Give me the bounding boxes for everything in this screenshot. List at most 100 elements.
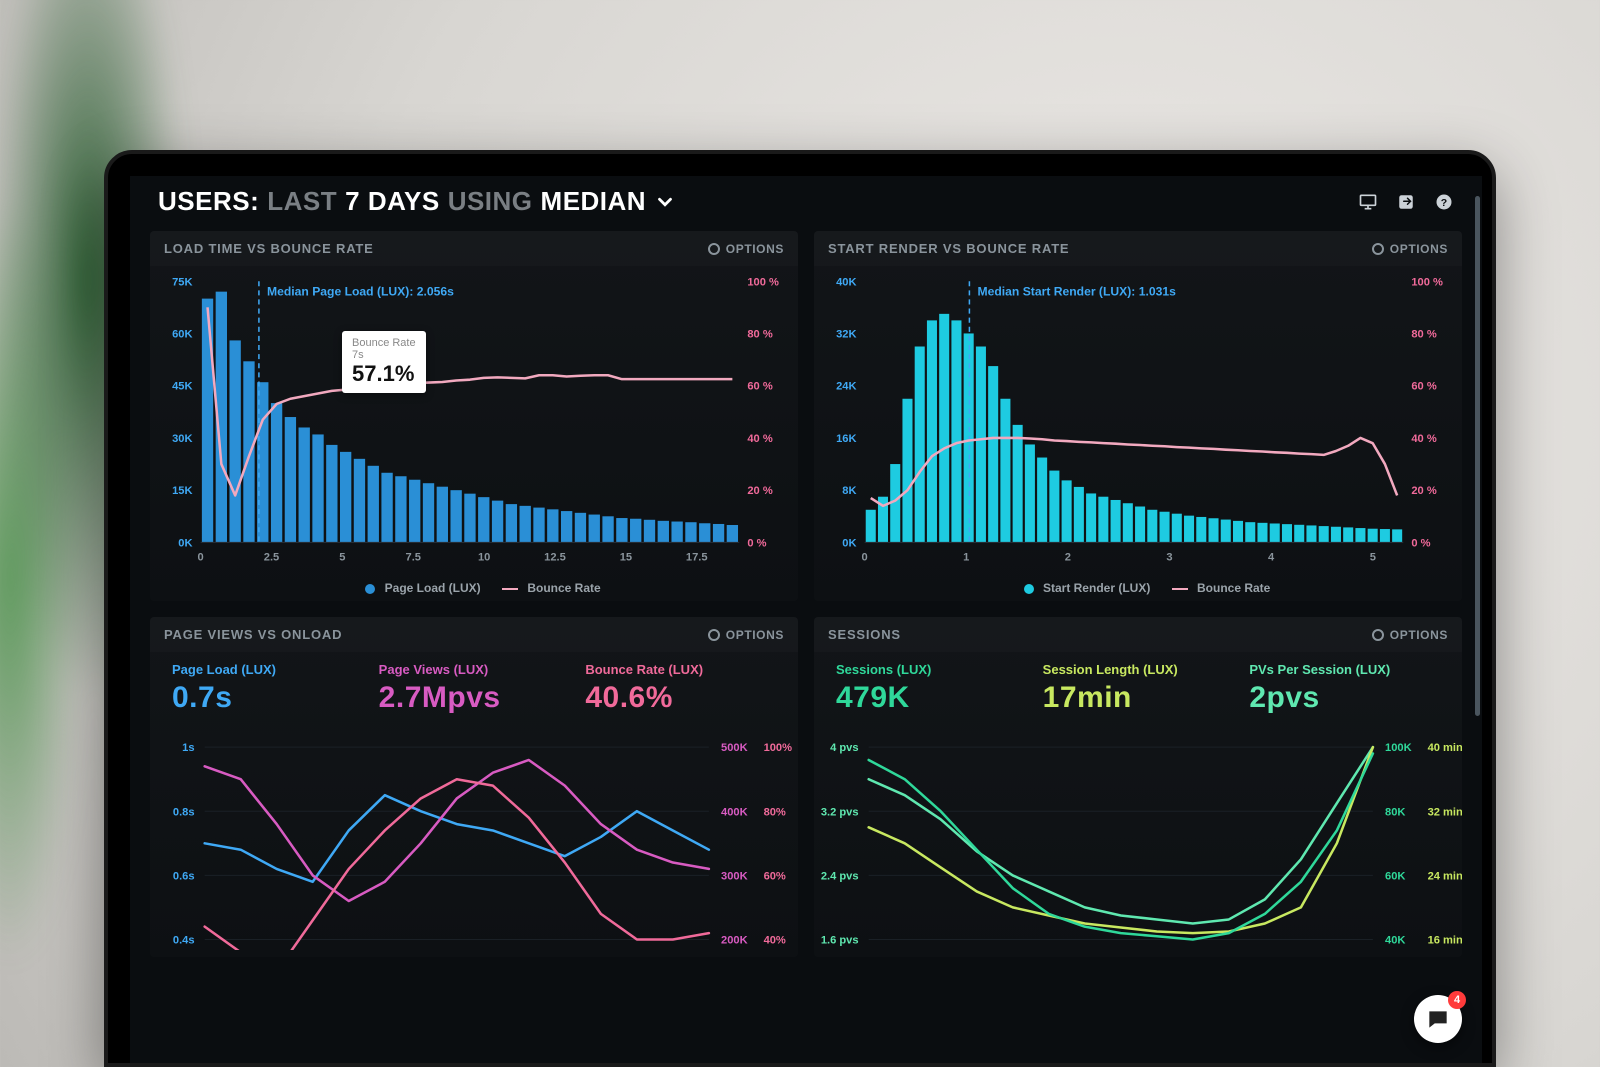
svg-text:15: 15 [620, 552, 632, 564]
panel1-options[interactable]: OPTIONS [708, 242, 784, 256]
scrollbar[interactable] [1475, 196, 1480, 716]
svg-text:20 %: 20 % [747, 485, 772, 497]
svg-text:500K: 500K [721, 742, 748, 754]
metric-label: Page Views (LUX) [379, 662, 570, 677]
panel1-chart: 0K15K30K45K60K75K0 %20 %40 %60 %80 %100 … [150, 265, 798, 599]
panel2-options[interactable]: OPTIONS [1372, 242, 1448, 256]
svg-text:12.5: 12.5 [544, 552, 566, 564]
panel4-options[interactable]: OPTIONS [1372, 628, 1448, 642]
svg-text:40 %: 40 % [747, 433, 772, 445]
svg-text:1s: 1s [182, 742, 194, 754]
svg-text:60K: 60K [172, 328, 192, 340]
metric-value: 0.7s [172, 681, 363, 715]
panel4-metrics: Sessions (LUX)479KSession Length (LUX)17… [814, 652, 1462, 723]
svg-text:80 %: 80 % [1411, 328, 1436, 340]
share-icon[interactable] [1396, 192, 1416, 212]
svg-text:0K: 0K [842, 537, 856, 549]
laptop-frame: USERS: LAST 7 DAYS USING MEDIAN ? [104, 150, 1496, 1067]
svg-text:3.2 pvs: 3.2 pvs [821, 806, 859, 818]
svg-text:4: 4 [1268, 552, 1275, 564]
svg-text:100%: 100% [764, 742, 793, 754]
panel3-options[interactable]: OPTIONS [708, 628, 784, 642]
svg-text:80 %: 80 % [747, 328, 772, 340]
svg-text:75K: 75K [172, 276, 192, 288]
metric-label: PVs Per Session (LUX) [1249, 662, 1440, 677]
legend-bar-swatch [1024, 584, 1034, 594]
svg-text:?: ? [1441, 196, 1447, 208]
panel4-title: SESSIONS [828, 627, 901, 642]
panel2-legend: Start Render (LUX) Bounce Rate [814, 581, 1462, 595]
svg-text:32K: 32K [836, 328, 856, 340]
legend-line-label: Bounce Rate [1197, 581, 1270, 595]
svg-text:2: 2 [1065, 552, 1071, 564]
svg-text:0 %: 0 % [747, 537, 766, 549]
svg-text:16K: 16K [836, 433, 856, 445]
panel2-chart: 0K8K16K24K32K40K0 %20 %40 %60 %80 %100 %… [814, 265, 1462, 599]
chevron-down-icon[interactable] [654, 191, 676, 213]
panel-start-render-vs-bounce: START RENDER VS BOUNCE RATE OPTIONS 0K 8K… [814, 231, 1462, 601]
svg-text:1: 1 [963, 552, 969, 564]
gear-icon [1372, 243, 1384, 255]
metric-value: 2.7Mpvs [379, 681, 570, 715]
svg-text:100 %: 100 % [1411, 276, 1443, 288]
svg-text:8K: 8K [842, 485, 856, 497]
svg-text:5: 5 [339, 552, 345, 564]
title-7days: 7 DAYS [345, 186, 440, 217]
svg-text:7.5: 7.5 [406, 552, 421, 564]
svg-text:24K: 24K [836, 381, 856, 393]
header-actions: ? [1358, 192, 1454, 212]
svg-text:400K: 400K [721, 806, 748, 818]
legend-bar-label: Page Load (LUX) [385, 581, 481, 595]
legend-line-label: Bounce Rate [527, 581, 600, 595]
svg-text:0.8s: 0.8s [173, 806, 195, 818]
metric-value: 2pvs [1249, 681, 1440, 715]
svg-text:2.4 pvs: 2.4 pvs [821, 870, 859, 882]
svg-text:16 min: 16 min [1428, 935, 1462, 947]
panel1-legend: Page Load (LUX) Bounce Rate [150, 581, 798, 595]
svg-text:2.5: 2.5 [264, 552, 279, 564]
panel3-chart: 1s0.8s0.6s0.4s500K400K300K200K100%80%60%… [150, 737, 798, 950]
metric: Sessions (LUX)479K [828, 658, 1035, 719]
svg-text:300K: 300K [721, 870, 748, 882]
chat-icon [1425, 1006, 1451, 1032]
metric: PVs Per Session (LUX) 2pvs [1241, 658, 1448, 719]
metric: Page Views (LUX) 2.7Mpvs [371, 658, 578, 719]
metric-label: Session Length (LUX) [1043, 662, 1234, 677]
svg-text:60 %: 60 % [1411, 381, 1436, 393]
legend-bar-swatch [365, 584, 375, 594]
chat-button[interactable]: 4 [1414, 995, 1462, 1043]
title-users: USERS: [158, 186, 259, 217]
svg-text:100 %: 100 % [747, 276, 779, 288]
metric: Page Load (LUX)0.7s [164, 658, 371, 719]
metric-label: Bounce Rate (LUX) [585, 662, 776, 677]
title-median: MEDIAN [541, 186, 647, 217]
svg-text:0: 0 [862, 552, 868, 564]
svg-text:60K: 60K [1385, 870, 1405, 882]
svg-text:0.4s: 0.4s [173, 935, 195, 947]
svg-text:5: 5 [1370, 552, 1376, 564]
panel4-chart: 4 pvs3.2 pvs2.4 pvs1.6 pvs100K80K60K40K4… [814, 737, 1462, 950]
help-icon[interactable]: ? [1434, 192, 1454, 212]
svg-text:40K: 40K [1385, 935, 1405, 947]
svg-text:20 %: 20 % [1411, 485, 1436, 497]
svg-text:24 min: 24 min [1428, 870, 1462, 882]
svg-text:100K: 100K [1385, 742, 1412, 754]
panel-load-time-vs-bounce: LOAD TIME VS BOUNCE RATE OPTIONS 0K15K30… [150, 231, 798, 601]
svg-text:0 %: 0 % [1411, 537, 1430, 549]
gear-icon [708, 629, 720, 641]
svg-text:15K: 15K [172, 485, 192, 497]
legend-line-swatch [502, 588, 518, 590]
svg-text:200K: 200K [721, 935, 748, 947]
screen: USERS: LAST 7 DAYS USING MEDIAN ? [130, 176, 1482, 1063]
metric-label: Sessions (LUX) [836, 662, 1027, 677]
tooltip-label: Bounce Rate [352, 337, 416, 349]
gear-icon [1372, 629, 1384, 641]
panel-sessions: SESSIONS OPTIONS Sessions (LUX)479KSessi… [814, 617, 1462, 957]
dashboard-grid: LOAD TIME VS BOUNCE RATE OPTIONS 0K15K30… [130, 231, 1482, 957]
panel2-title: START RENDER VS BOUNCE RATE [828, 241, 1069, 256]
metric: Bounce Rate (LUX)40.6% [577, 658, 784, 719]
svg-text:60 %: 60 % [747, 381, 772, 393]
svg-text:80K: 80K [1385, 806, 1405, 818]
monitor-icon[interactable] [1358, 192, 1378, 212]
page-title[interactable]: USERS: LAST 7 DAYS USING MEDIAN [158, 186, 676, 217]
